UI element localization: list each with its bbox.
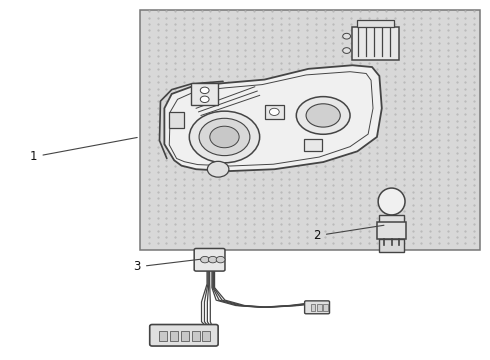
Circle shape (343, 48, 350, 53)
Bar (323, 305, 328, 311)
Circle shape (208, 256, 217, 263)
Bar (318, 305, 322, 311)
Bar (192, 330, 199, 341)
Bar (170, 330, 178, 341)
Bar (265, 105, 284, 119)
Bar (379, 239, 404, 252)
Text: 3: 3 (134, 259, 201, 273)
Bar (352, 27, 399, 59)
Bar (304, 139, 322, 151)
Text: 2: 2 (314, 225, 384, 242)
Circle shape (200, 256, 209, 263)
Ellipse shape (296, 96, 350, 134)
Circle shape (270, 108, 279, 116)
Circle shape (200, 87, 209, 94)
Bar (377, 222, 406, 239)
Bar (202, 330, 210, 341)
Circle shape (343, 33, 350, 39)
Circle shape (216, 256, 225, 263)
Bar (379, 215, 404, 223)
Polygon shape (164, 65, 382, 171)
Bar (357, 20, 394, 27)
Circle shape (199, 118, 250, 156)
Bar (311, 305, 316, 311)
Bar (191, 83, 218, 105)
Text: 1: 1 (30, 138, 137, 163)
Circle shape (200, 96, 209, 103)
Circle shape (189, 111, 260, 163)
Bar (181, 330, 189, 341)
Ellipse shape (306, 104, 340, 127)
Bar (140, 10, 480, 250)
FancyBboxPatch shape (150, 324, 218, 346)
FancyBboxPatch shape (194, 248, 225, 271)
Circle shape (210, 126, 239, 148)
Circle shape (207, 161, 229, 177)
Bar (169, 112, 184, 128)
FancyBboxPatch shape (305, 301, 330, 314)
Ellipse shape (378, 188, 405, 215)
Bar (159, 330, 167, 341)
